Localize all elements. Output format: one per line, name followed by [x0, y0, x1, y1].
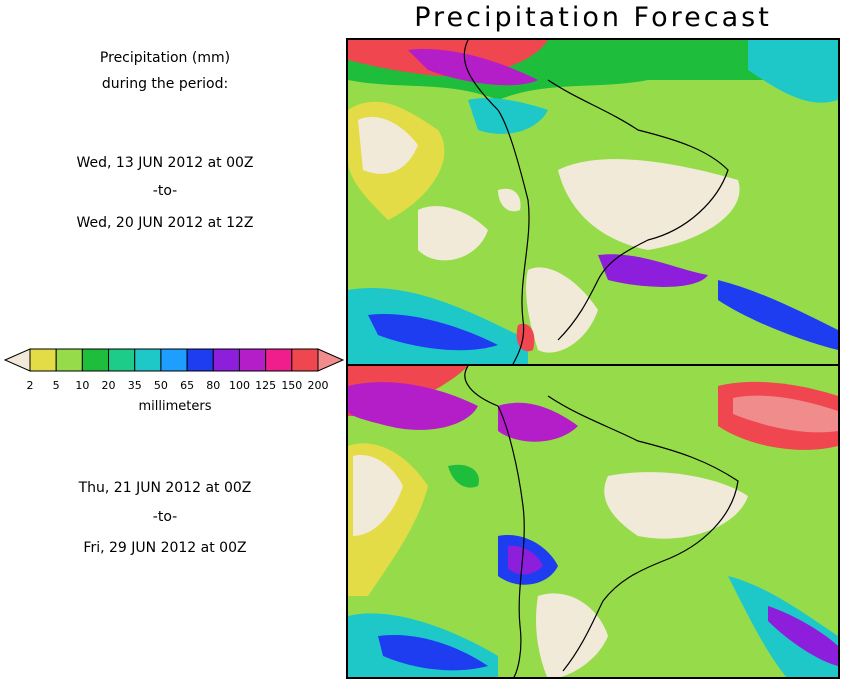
- colorbar-tick-label: 65: [180, 379, 194, 392]
- colorbar-tick-label: 10: [75, 379, 89, 392]
- colorbar-swatch: [134, 348, 162, 372]
- colorbar-tick-label: 2: [27, 379, 34, 392]
- page-title: Precipitation Forecast: [414, 2, 772, 33]
- period-1-start: Wed, 13 JUN 2012 at 00Z: [76, 155, 254, 171]
- legend-heading-line-1: Precipitation (mm): [99, 50, 231, 66]
- colorbar-tick-label: 125: [255, 379, 276, 392]
- colorbar-unit-label: millimeters: [139, 399, 212, 414]
- colorbar-swatch: [160, 348, 188, 372]
- colorbar-swatch: [291, 348, 319, 372]
- colorbar-swatch: [238, 348, 267, 372]
- colorbar-swatch: [29, 348, 57, 372]
- colorbar-swatch: [108, 348, 136, 372]
- colorbar-tick-label: 5: [53, 379, 60, 392]
- period-1-end: Wed, 20 JUN 2012 at 12Z: [76, 215, 254, 231]
- colorbar-tick-label: 150: [281, 379, 302, 392]
- period-2-end: Fri, 29 JUN 2012 at 00Z: [83, 540, 247, 556]
- colorbar-tick-label: 20: [102, 379, 116, 392]
- period-2-separator: -to-: [152, 509, 178, 525]
- colorbar-swatch: [186, 348, 214, 372]
- colorbar-low-arrow: [3, 348, 31, 372]
- colorbar-swatch: [212, 348, 240, 372]
- legend-heading-line-2: during the period:: [101, 76, 229, 92]
- forecast-map-week-1: [346, 38, 840, 366]
- period-1-separator: -to-: [152, 183, 178, 199]
- colorbar-swatches: [29, 348, 319, 372]
- colorbar-tick-label: 200: [308, 379, 329, 392]
- colorbar-swatch: [55, 348, 83, 372]
- colorbar-tick-label: 100: [229, 379, 250, 392]
- colorbar-tick-label: 35: [128, 379, 142, 392]
- colorbar-high-arrow: [317, 348, 345, 372]
- colorbar-swatch: [81, 348, 110, 372]
- forecast-map-week-2: [346, 364, 840, 679]
- colorbar-tick-label: 80: [206, 379, 220, 392]
- colorbar-tick-label: 50: [154, 379, 168, 392]
- colorbar-tick-labels: 2 5 10 20 35 50 65 80 100 125 150 200: [27, 379, 329, 392]
- precipitation-colorbar: 2 5 10 20 35 50 65 80 100 125 150 200 millimeters: [3, 348, 345, 414]
- colorbar-swatch: [265, 348, 293, 372]
- period-2-start: Thu, 21 JUN 2012 at 00Z: [78, 480, 252, 496]
